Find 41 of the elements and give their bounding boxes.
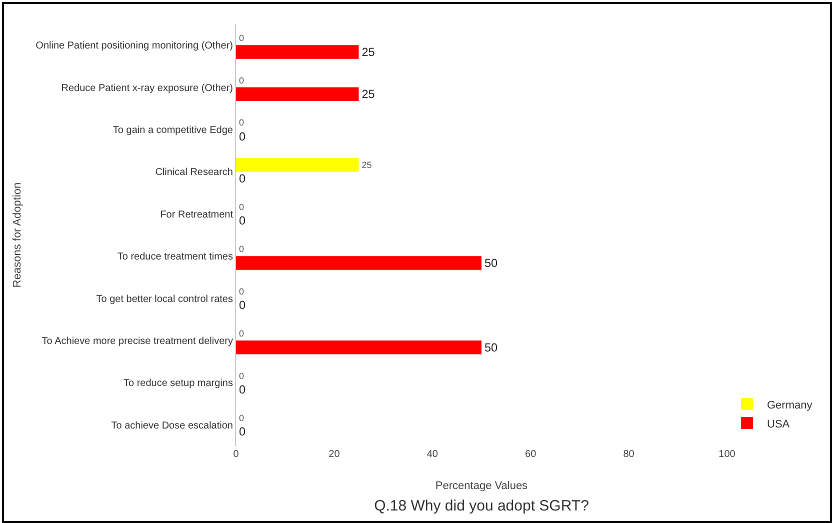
data-label: 0 [239,286,244,296]
data-label: 0 [239,244,244,254]
data-label: 25 [362,46,376,59]
x-tick-label: 60 [525,449,537,460]
data-label: 50 [484,341,498,354]
data-label: 0 [239,75,244,86]
data-label: 25 [362,160,372,170]
data-label: 0 [239,33,244,44]
y-tick-label: To get better local control rates [96,294,233,305]
data-label: 0 [239,214,246,228]
data-label: 0 [239,118,244,128]
x-tick-label: 40 [426,449,438,460]
data-label: 25 [362,88,376,102]
data-label: 0 [239,426,246,439]
data-label: 0 [239,299,246,312]
data-label: 0 [239,172,246,186]
y-tick-label: Clinical Research [155,167,233,178]
data-label: 50 [484,256,498,270]
text: Q.18 Why did you adopt SGRT? [374,498,589,515]
y-tick-label: To reduce treatment times [117,252,233,263]
x-tick-label: 100 [718,449,736,460]
x-tick-label: 0 [233,449,240,460]
data-label: 0 [239,130,246,144]
data-label: 0 [239,328,244,339]
y-tick-label: To gain a competitive Edge [112,125,234,136]
y-tick-label: Online Patient positioning monitoring (Other) [36,40,233,52]
legend-label: Germany [767,399,813,412]
data-label: 0 [239,370,244,381]
legend-label: USA [767,418,790,430]
y-tick-label: Reduce Patient x-ray exposure (Other) [61,82,233,94]
y-tick-label: To achieve Dose escalation [111,420,233,432]
y-axis-title: Reasons for Adoption [11,182,24,288]
y-tick-label: To Achieve more precise treatment delivery [42,336,233,347]
data-label: 0 [239,413,244,424]
data-label: 0 [239,202,244,212]
data-label: 0 [239,383,246,396]
y-tick-label: For Retreatment [160,209,234,220]
x-axis-title: Percentage Values [435,480,528,492]
x-tick-label: 80 [623,449,635,460]
x-tick-label: 20 [328,449,340,460]
y-tick-label: To reduce setup margins [123,378,233,390]
